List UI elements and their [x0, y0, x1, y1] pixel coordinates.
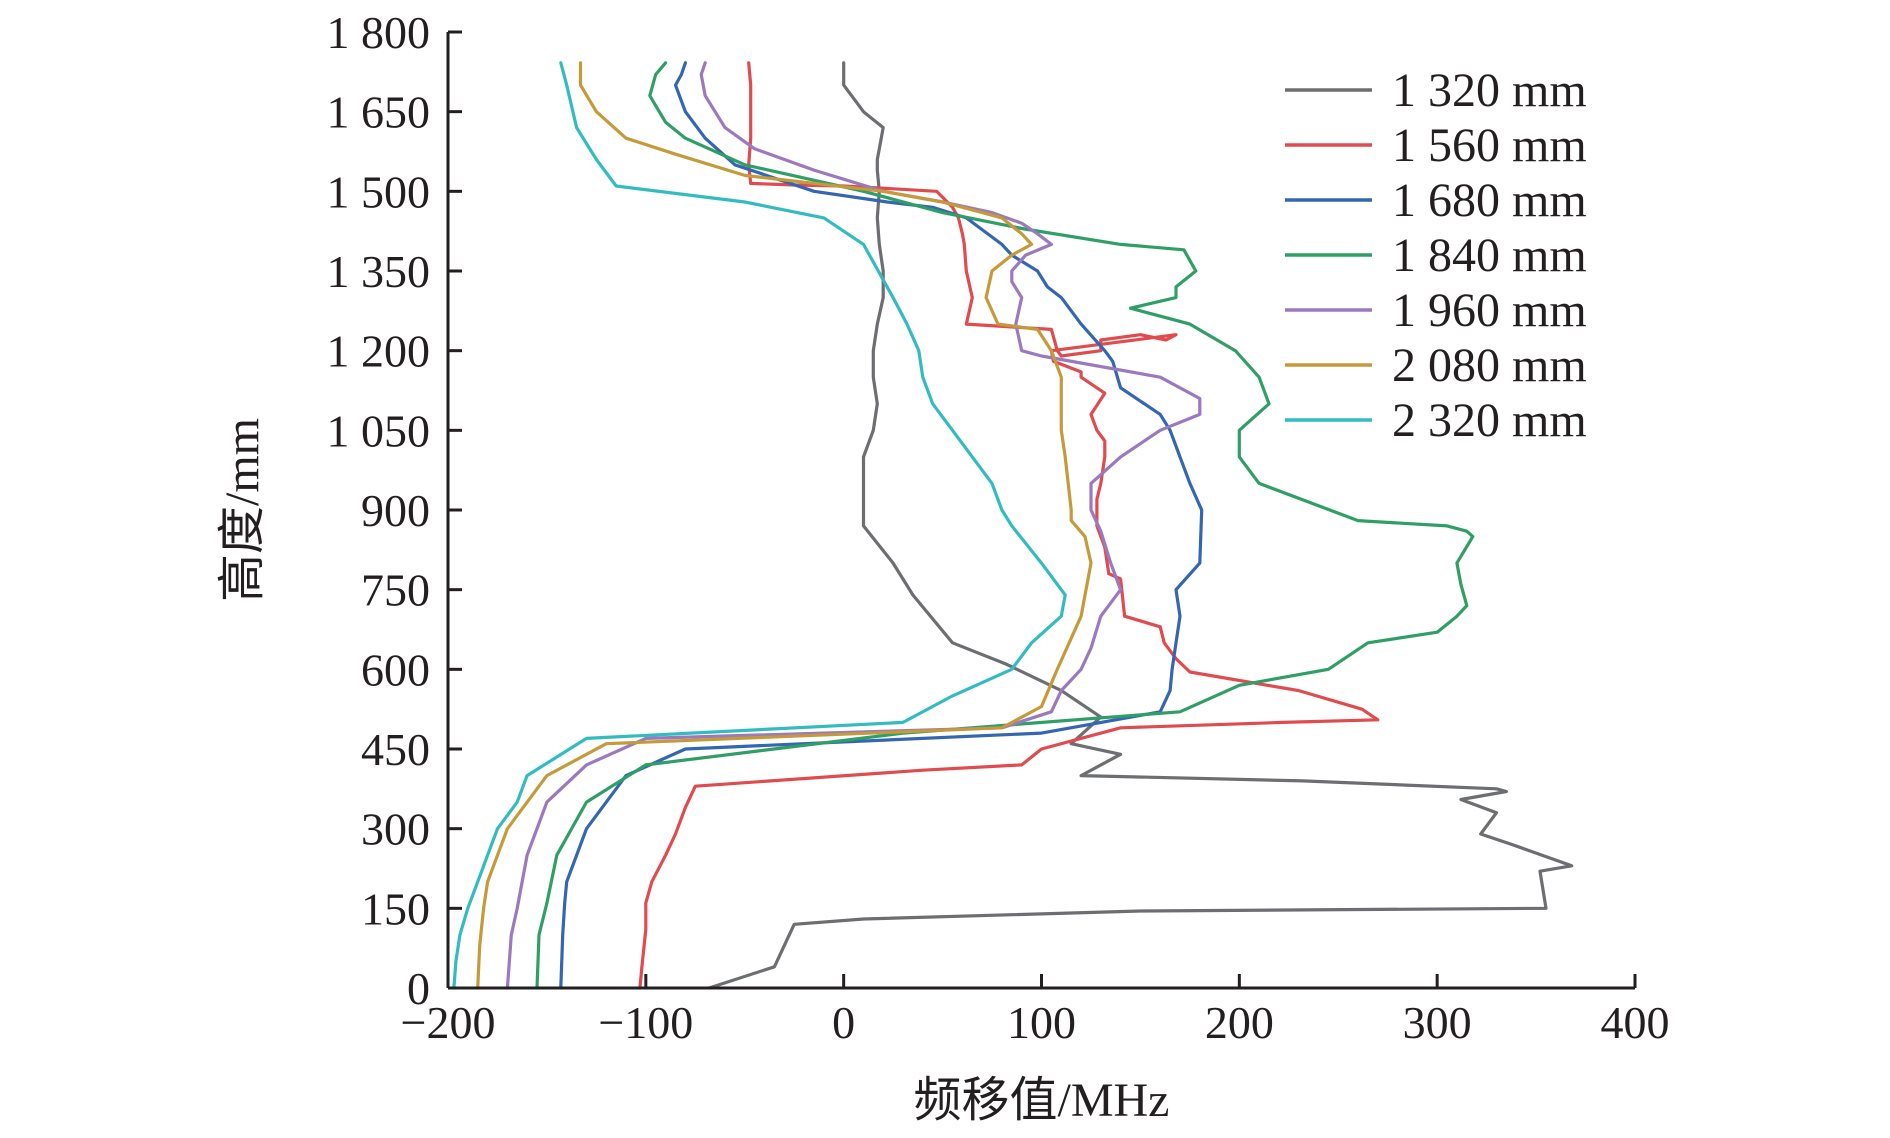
y-tick-label: 300	[361, 804, 430, 855]
legend-label: 2 320 mm	[1392, 394, 1587, 447]
y-tick-label: 150	[361, 883, 430, 934]
y-tick-label: 1 350	[327, 246, 431, 297]
x-axis-ticks: −200 −100 0 100 200 300 400	[401, 974, 1670, 1048]
y-axis-title: 高度/mm	[216, 418, 269, 602]
legend-label: 1 320 mm	[1392, 64, 1587, 117]
legend-label: 1 560 mm	[1392, 119, 1587, 172]
y-tick-label: 1 500	[327, 166, 431, 217]
y-tick-label: 900	[361, 485, 430, 536]
y-tick-label: 1 800	[327, 7, 431, 58]
legend-label: 1 840 mm	[1392, 229, 1587, 282]
legend-label: 1 680 mm	[1392, 174, 1587, 227]
y-axis-ticks: 0 150 300 450 600 750 900 1 050 1 200 1 350 1 500 1…	[327, 7, 462, 1014]
legend-label: 1 960 mm	[1392, 284, 1587, 337]
series-line-7	[452, 61, 1067, 990]
y-tick-label: 450	[361, 724, 430, 775]
x-tick-label: −200	[401, 997, 496, 1048]
y-tick-label: 1 650	[327, 87, 431, 138]
series-line-3	[559, 61, 1204, 990]
x-tick-label: 0	[832, 997, 855, 1048]
legend: 1 320 mm1 560 mm1 680 mm1 840 mm1 960 mm…	[1285, 64, 1587, 447]
y-tick-label: 750	[361, 565, 430, 616]
x-tick-label: 300	[1403, 997, 1472, 1048]
x-axis-title: 频移值/MHz	[914, 1074, 1170, 1127]
y-tick-label: 1 200	[327, 326, 431, 377]
x-tick-label: 400	[1601, 997, 1670, 1048]
x-tick-label: 200	[1205, 997, 1274, 1048]
y-tick-label: 1 050	[327, 405, 431, 456]
legend-label: 2 080 mm	[1392, 339, 1587, 392]
x-tick-label: 100	[1007, 997, 1076, 1048]
y-tick-label: 600	[361, 644, 430, 695]
series-line-4	[535, 61, 1475, 990]
y-tick-label: 0	[407, 963, 430, 1014]
series-layer	[452, 61, 1574, 990]
series-line-6	[476, 61, 1093, 990]
x-tick-label: −100	[598, 997, 693, 1048]
series-line-2	[638, 61, 1380, 990]
